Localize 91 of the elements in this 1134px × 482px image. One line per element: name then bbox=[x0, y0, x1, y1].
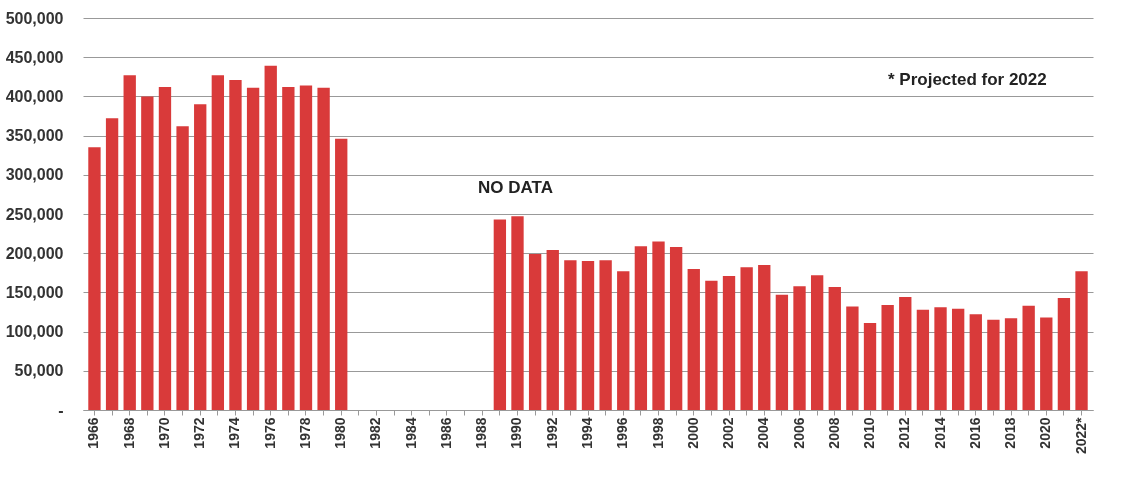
bar bbox=[141, 96, 154, 410]
bar bbox=[599, 260, 612, 410]
bar bbox=[1075, 271, 1088, 410]
x-tick-label: 2008 bbox=[825, 417, 842, 449]
y-tick-label: - bbox=[58, 401, 64, 419]
x-tick-label: 2016 bbox=[966, 417, 983, 449]
bar bbox=[934, 307, 947, 410]
bar bbox=[634, 246, 648, 410]
x-tick-label: 1976 bbox=[261, 417, 278, 449]
x-tick-label: 2022* bbox=[1072, 416, 1089, 455]
bar bbox=[211, 75, 225, 410]
bar bbox=[687, 268, 700, 410]
bar bbox=[969, 314, 982, 410]
bar bbox=[511, 216, 524, 410]
x-tick-label: 1982 bbox=[367, 417, 384, 449]
y-tick-label: 400,000 bbox=[5, 87, 64, 105]
y-tick-label: 500,000 bbox=[5, 9, 64, 27]
x-tick-label: 1972 bbox=[191, 417, 208, 449]
x-tick-label: 2010 bbox=[861, 417, 878, 449]
annotation: NO DATA bbox=[478, 178, 553, 197]
y-tick-label: 300,000 bbox=[5, 166, 64, 184]
bar bbox=[528, 253, 542, 410]
bar bbox=[246, 87, 260, 410]
bar bbox=[951, 308, 965, 410]
x-tick-label: 1966 bbox=[85, 417, 102, 449]
y-tick-label: 150,000 bbox=[5, 283, 64, 301]
bar bbox=[299, 85, 313, 410]
bar bbox=[264, 65, 277, 410]
x-tick-label: 1986 bbox=[437, 417, 454, 449]
annotation: * Projected for 2022 bbox=[888, 70, 1047, 89]
x-tick-label: 1992 bbox=[543, 417, 560, 449]
y-tick-label: 50,000 bbox=[14, 362, 64, 380]
bar bbox=[564, 260, 577, 410]
bar bbox=[740, 267, 753, 410]
y-tick-label: 350,000 bbox=[5, 127, 64, 145]
x-tick-label: 1984 bbox=[402, 417, 419, 449]
x-tick-label: 1998 bbox=[649, 417, 666, 449]
bar bbox=[758, 264, 771, 410]
bar bbox=[916, 309, 930, 410]
x-tick-label: 1978 bbox=[296, 417, 313, 449]
x-tick-label: 1980 bbox=[332, 417, 349, 449]
bar bbox=[176, 126, 189, 410]
bar bbox=[335, 138, 348, 410]
x-tick-label: 1968 bbox=[120, 417, 137, 449]
bar bbox=[158, 86, 172, 410]
bar bbox=[282, 86, 295, 410]
x-tick-label: 1988 bbox=[473, 417, 490, 449]
bar bbox=[899, 297, 912, 410]
bar bbox=[317, 87, 330, 410]
x-tick-label: 2002 bbox=[720, 417, 737, 449]
x-tick-label: 2018 bbox=[1002, 417, 1019, 449]
bar bbox=[881, 304, 894, 410]
bar bbox=[105, 118, 119, 410]
bar bbox=[1022, 305, 1035, 410]
bar bbox=[669, 246, 683, 410]
bar bbox=[775, 294, 789, 410]
bar bbox=[863, 322, 877, 410]
bar bbox=[1004, 318, 1018, 410]
x-tick-label: 1970 bbox=[155, 417, 172, 449]
x-tick-label: 1974 bbox=[226, 417, 243, 449]
bar bbox=[722, 275, 736, 410]
x-tick-label: 1996 bbox=[614, 417, 631, 449]
bar bbox=[1040, 317, 1053, 410]
x-tick-label: 1990 bbox=[508, 417, 525, 449]
bar bbox=[1057, 297, 1071, 410]
bar bbox=[546, 250, 559, 410]
y-tick-label: 450,000 bbox=[5, 48, 64, 66]
bar bbox=[581, 261, 595, 410]
bar bbox=[493, 219, 507, 410]
bar bbox=[229, 79, 242, 410]
x-tick-label: 2000 bbox=[684, 417, 701, 449]
x-tick-label: 2014 bbox=[931, 417, 948, 449]
bar bbox=[846, 306, 859, 410]
bar bbox=[987, 319, 1000, 410]
bar bbox=[652, 241, 665, 410]
bar bbox=[123, 75, 136, 410]
bar bbox=[793, 286, 806, 410]
y-tick-label: 200,000 bbox=[5, 244, 64, 262]
bar bbox=[810, 275, 824, 410]
bar bbox=[705, 280, 718, 410]
bar bbox=[617, 271, 630, 410]
x-tick-label: 2004 bbox=[755, 417, 772, 449]
x-tick-label: 2006 bbox=[790, 417, 807, 449]
bar bbox=[194, 104, 207, 410]
x-tick-label: 1994 bbox=[579, 417, 595, 449]
bar bbox=[88, 147, 101, 410]
y-tick-label: 100,000 bbox=[5, 323, 64, 341]
x-tick-label: 2020 bbox=[1037, 417, 1054, 449]
x-tick-label: 2012 bbox=[896, 417, 913, 449]
y-tick-label: 250,000 bbox=[5, 205, 64, 223]
bar bbox=[828, 286, 841, 410]
